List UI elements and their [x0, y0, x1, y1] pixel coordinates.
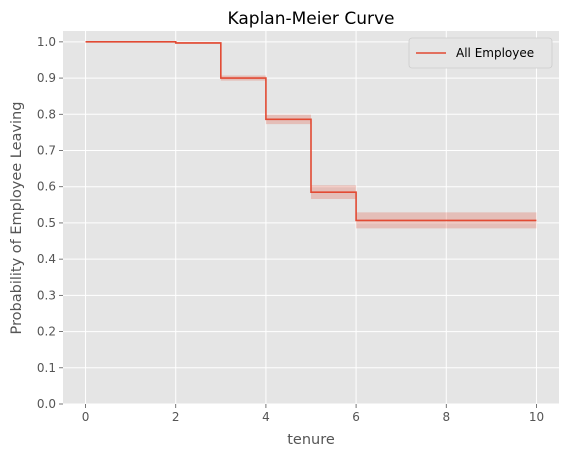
y-tick-label: 0.1	[37, 361, 56, 375]
chart-title: Kaplan-Meier Curve	[228, 9, 395, 29]
y-tick-label: 0.7	[37, 144, 56, 158]
y-tick-label: 0.6	[37, 180, 56, 194]
y-tick-label: 0.9	[37, 71, 56, 85]
x-tick-label: 0	[82, 410, 90, 424]
y-tick-label: 0.4	[37, 252, 56, 266]
x-axis-ticks: 0 2 4 6 8 10	[82, 404, 544, 424]
y-tick-label: 0.0	[37, 397, 56, 411]
y-tick-label: 1.0	[37, 35, 56, 49]
x-axis-label: tenure	[287, 432, 335, 448]
series-lines	[85, 41, 537, 222]
x-tick-label: 2	[172, 410, 180, 424]
legend: All Employee	[408, 37, 553, 69]
x-tick-label: 4	[262, 410, 270, 424]
y-axis-ticks: 0.0 0.1 0.2 0.3 0.4 0.5 0.6 0.7 0.8 0.9 1.0	[37, 35, 63, 411]
x-tick-label: 10	[529, 410, 544, 424]
x-tick-label: 8	[442, 410, 450, 424]
y-axis-label: Probability of Employee Leaving	[9, 102, 25, 335]
plot-area	[63, 31, 559, 404]
y-tick-label: 0.5	[37, 216, 56, 230]
legend-label: All Employee	[456, 46, 534, 60]
y-tick-label: 0.2	[37, 325, 56, 339]
x-tick-label: 6	[352, 410, 360, 424]
legend-box	[408, 37, 553, 69]
survival-step-line	[85, 41, 537, 222]
y-tick-label: 0.3	[37, 288, 56, 302]
y-tick-label: 0.8	[37, 107, 56, 121]
